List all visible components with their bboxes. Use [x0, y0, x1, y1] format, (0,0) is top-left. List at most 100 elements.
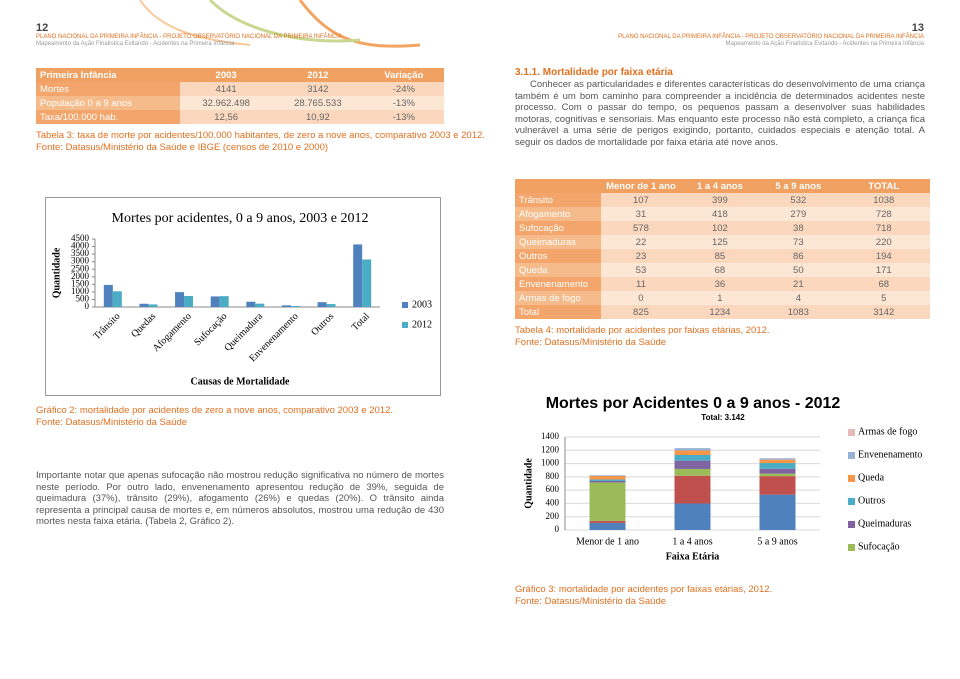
bar-segment [759, 458, 796, 460]
running-header: PLANO NACIONAL DA PRIMEIRA INFÂNCIA - PR… [36, 34, 342, 40]
legend-label: Envenenamento [858, 449, 922, 460]
cell: Taxa/100.000 hab. [36, 110, 181, 124]
chart-subtitle: Total: 3.142 [701, 413, 745, 422]
cell: 73 [759, 235, 838, 249]
legend-label: Armas de fogo [858, 426, 917, 437]
cell: 53 [601, 263, 681, 277]
caption: Tabela 4: mortalidade por acidentes por … [515, 325, 770, 336]
cell: 3142 [837, 305, 930, 319]
cell: 21 [759, 277, 838, 291]
legend-swatch [848, 498, 855, 505]
bar-segment [759, 468, 796, 474]
x-tick-label: Total [350, 311, 372, 333]
cell: População 0 a 9 anos [36, 96, 181, 110]
cell: 12,56 [180, 110, 272, 124]
cell: 102 [680, 221, 760, 235]
bar [290, 305, 300, 307]
header-cell: 2003 [180, 68, 272, 82]
header-row: Menor de 1 ano 1 a 4 anos 5 a 9 anos TOTAL [515, 179, 930, 193]
legend-swatch [402, 322, 408, 328]
y-tick-label: 400 [546, 497, 560, 507]
bar [210, 296, 220, 307]
cell: 68 [680, 263, 760, 277]
page-number: 12 [36, 22, 49, 34]
cell: 11 [601, 277, 681, 291]
cell: Envenenamento [515, 277, 602, 291]
cell: 220 [837, 235, 930, 249]
bar-segment [589, 520, 626, 523]
legend-label: Queimaduras [858, 518, 911, 529]
row: Queda 53 68 50 171 [515, 263, 930, 277]
row: Mortes 4141 3142 -24% [36, 82, 444, 96]
x-axis-label: Faixa Etária [666, 551, 720, 562]
bar [362, 259, 372, 307]
x-tick-label: Quedas [129, 311, 158, 340]
header-cell: 1 a 4 anos [680, 179, 760, 193]
cell: 279 [759, 207, 838, 221]
bar [219, 296, 229, 307]
x-tick-label: Trânsito [91, 311, 122, 342]
legend-swatch [848, 544, 855, 551]
x-tick-label: Afogamento [151, 311, 194, 354]
cell: 38 [759, 221, 838, 235]
cell: 31 [601, 207, 681, 221]
legend: Armas de fogo Envenenamento Queda Outros Que… [848, 426, 922, 575]
cell: 171 [837, 263, 930, 277]
bar-segment [589, 522, 626, 530]
cell: 36 [680, 277, 760, 291]
cell: 418 [680, 207, 760, 221]
bar [281, 305, 291, 307]
cell: 1234 [680, 305, 760, 319]
header-cell: Primeira Infância [36, 68, 181, 82]
chart-border [45, 197, 441, 396]
bar-segment [759, 463, 796, 469]
cell: 4141 [180, 82, 272, 96]
header-cell: 5 a 9 anos [759, 179, 838, 193]
cell: 68 [837, 277, 930, 291]
y-tick-label: 1000 [71, 286, 90, 296]
cell: 107 [601, 193, 681, 207]
caption: Tabela 3: taxa de morte por acidentes/10… [36, 130, 485, 141]
cell: Sufocação [515, 221, 602, 235]
y-tick-label: 0 [85, 301, 90, 311]
source: Fonte: Datasus/Ministério da Saúde [36, 417, 188, 428]
y-tick-label: 800 [546, 471, 560, 481]
bar-segment [674, 468, 711, 476]
bar-segment [589, 475, 626, 476]
y-tick-label: 1400 [541, 431, 560, 441]
cell: 32.962.498 [180, 96, 272, 110]
cell: 399 [680, 193, 760, 207]
running-header: Mapeamento da Ação Finalística Evitando … [725, 41, 924, 47]
row: Sufocação 578 102 38 718 [515, 221, 930, 235]
y-tick-label: 1500 [71, 278, 90, 288]
x-tick-label: Sufocação [192, 311, 229, 348]
bar [353, 244, 363, 307]
cell: Outros [515, 249, 602, 263]
cell: Queda [515, 263, 602, 277]
y-tick-label: 0 [555, 524, 560, 534]
header-cell: Menor de 1 ano [601, 179, 681, 193]
row: Envenenamento 11 36 21 68 [515, 277, 930, 291]
x-tick-label: Outros [309, 311, 336, 338]
y-tick-label: 600 [546, 484, 560, 494]
bar [255, 303, 265, 307]
y-axis-label: Quantidade [523, 458, 534, 509]
bar-segment [674, 475, 711, 504]
chart-title: Mortes por Acidentes 0 a 9 anos - 2012 [546, 395, 841, 412]
bar-segment [674, 450, 711, 456]
bar-segment [759, 459, 796, 464]
row: Afogamento 31 418 279 728 [515, 207, 930, 221]
running-header: PLANO NACIONAL DA PRIMEIRA INFÂNCIA - PR… [618, 34, 924, 40]
bar-segment [759, 473, 796, 477]
bar [184, 295, 194, 307]
cell: 532 [759, 193, 838, 207]
header-cell [515, 179, 602, 193]
y-tick-label: 1000 [541, 458, 560, 468]
cell: 85 [680, 249, 760, 263]
cell: 1083 [759, 305, 838, 319]
legend-label: Queda [858, 472, 885, 483]
decoration [139, 0, 421, 48]
header-cell: Variação [363, 68, 444, 82]
legend-label: Afogamento [858, 564, 908, 575]
